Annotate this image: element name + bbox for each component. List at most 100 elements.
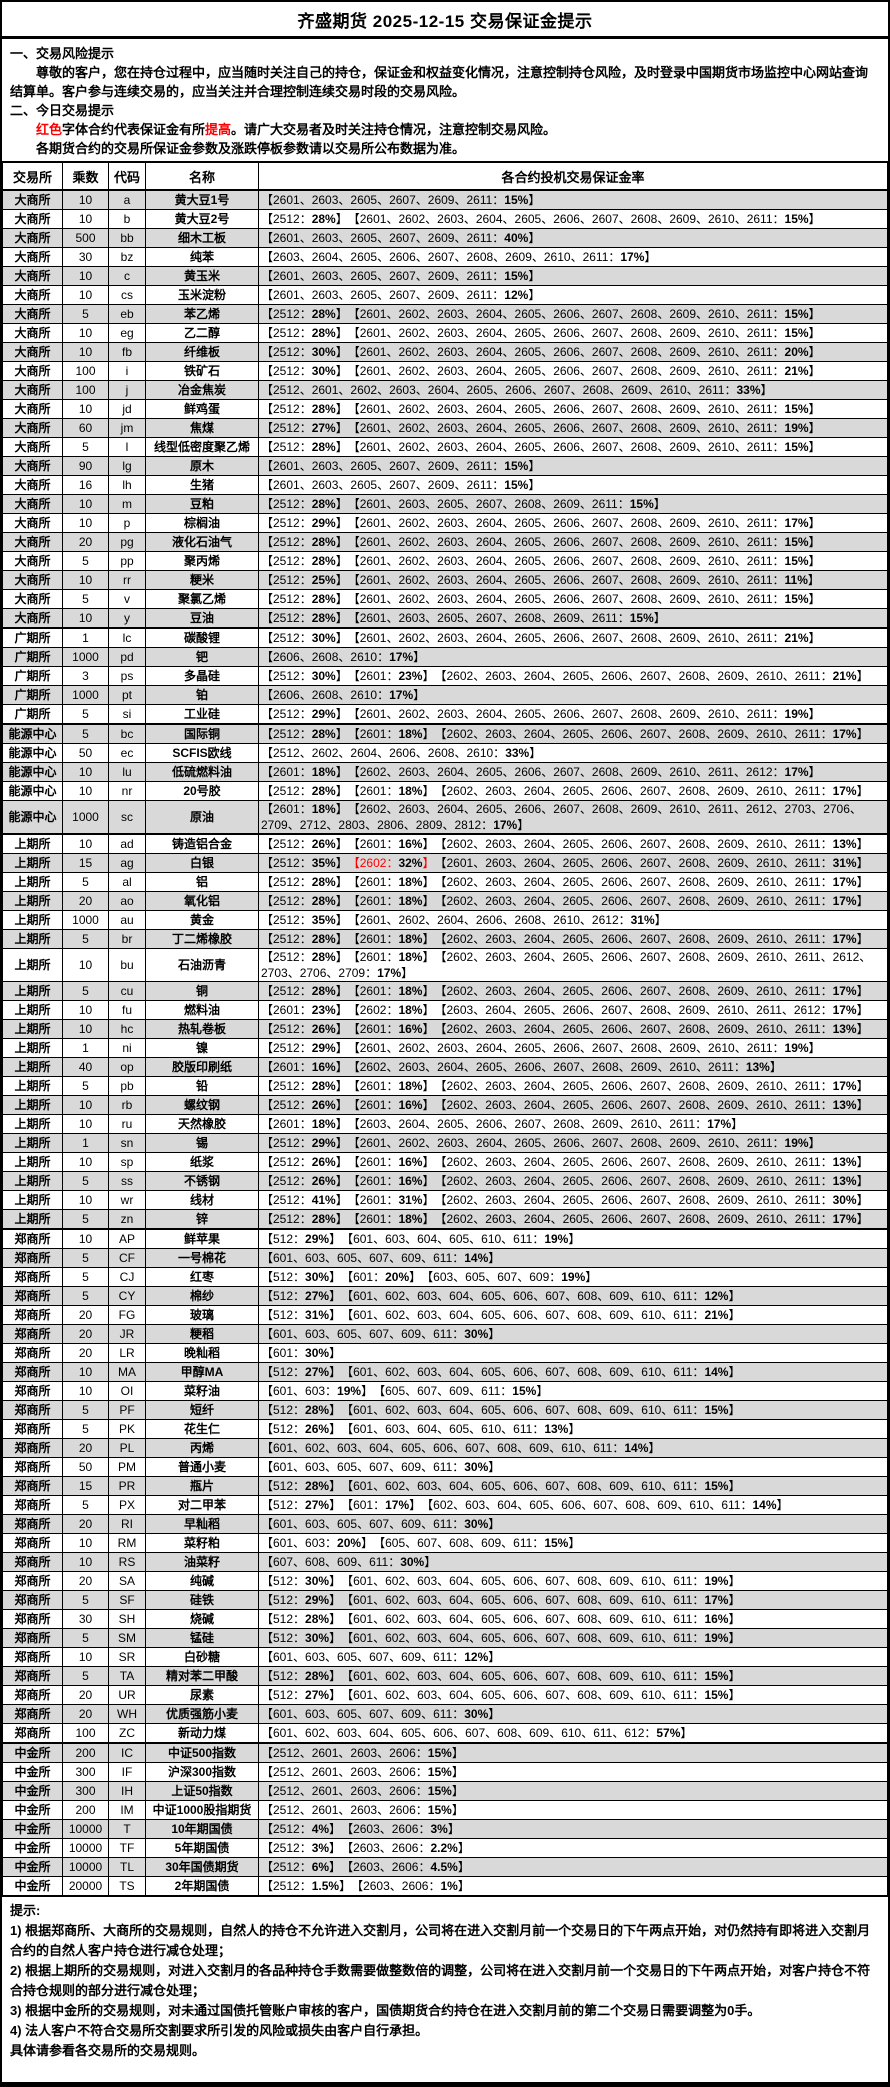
name-cell: 棕榈油 [145, 513, 259, 533]
name-cell: 液化石油气 [145, 532, 259, 552]
multiplier-cell: 100 [62, 1723, 109, 1744]
multiplier-cell: 500 [62, 228, 109, 248]
margin-rate: 28% [311, 1212, 336, 1226]
margin-cell: 【601、603、605、607、609、611：12%】 [258, 1647, 888, 1667]
margin-rate: 30% [464, 1460, 489, 1474]
multiplier-cell: 20 [62, 1514, 109, 1534]
margin-cell: 【512：27%】 【601、602、603、604、605、606、607、60… [258, 1685, 888, 1705]
margin-group: 【2606、2608、2610：17%】 [261, 650, 426, 664]
table-row: 郑商所 10 AP 鲜苹果 【512：29%】 【601、603、604、605、610、… [2, 1228, 888, 1249]
multiplier-cell: 10 [62, 513, 109, 533]
exchange-cell: 大商所 [2, 532, 63, 552]
margin-rate: 28% [311, 592, 336, 606]
margin-rate: 35% [311, 913, 336, 927]
name-cell: 苯乙烯 [145, 304, 259, 324]
margin-rate: 17% [385, 1498, 410, 1512]
name-cell: 聚氯乙烯 [145, 589, 259, 609]
margin-rate: 14% [624, 1441, 649, 1455]
multiplier-cell: 15 [62, 1476, 109, 1496]
margin-group: 【601：30%】 [261, 1346, 342, 1360]
table-row: 中金所 20000 TS 2年期国债 【2512：1.5%】 【2603、2606：1%】 [2, 1876, 888, 1897]
margin-group: 【2512：28%】 [261, 950, 348, 964]
margin-rate: 15% [427, 1746, 452, 1760]
margin-group: 【2601、2603、2605、2607、2609、2611：40%】 [261, 231, 541, 245]
margin-rate: 18% [311, 802, 336, 816]
name-cell: 鲜鸡蛋 [145, 399, 259, 419]
margin-cell: 【2512：28%】 【2601：18%】 【2602、2603、2604、2605… [258, 1076, 888, 1096]
margin-cell: 【512：28%】 【601、602、603、604、605、606、607、60… [258, 1666, 888, 1686]
table-row: 郑商所 5 TA 精对苯二甲酸 【512：28%】 【601、602、603、604、60… [2, 1666, 888, 1686]
margin-cell: 【2601：23%】 【2602：18%】 【2603、2604、2605、2606… [258, 1000, 888, 1020]
code-cell: m [108, 494, 146, 514]
margin-cell: 【2512：30%】 【2601、2602、2603、2604、2605、2606… [258, 342, 888, 362]
margin-group: 【2602：32%】 [353, 856, 435, 870]
margin-rate: 17% [389, 688, 414, 702]
margin-rate: 41% [311, 1193, 336, 1207]
table-row: 上期所 10 sp 纸浆 【2512：26%】 【2601：16%】 【2602、2603、… [2, 1152, 888, 1172]
multiplier-cell: 1000 [62, 800, 109, 835]
table-row: 郑商所 15 PR 瓶片 【512：28%】 【601、602、603、604、605、6… [2, 1476, 888, 1496]
table-row: 郑商所 20 WH 优质强筋小麦 【601、603、605、607、609、611：30… [2, 1704, 888, 1724]
margin-group: 【2512：28%】 [261, 894, 348, 908]
multiplier-cell: 10000 [62, 1819, 109, 1839]
margin-cell: 【512：27%】 【601：17%】 【602、603、604、605、606、6… [258, 1495, 888, 1515]
name-cell: 铝 [145, 872, 259, 892]
table-row: 大商所 100 i 铁矿石 【2512：30%】 【2601、2602、2603、2604… [2, 361, 888, 381]
exchange-cell: 郑商所 [2, 1647, 63, 1667]
table-row: 郑商所 5 PF 短纤 【512：28%】 【601、602、603、604、605、60… [2, 1400, 888, 1420]
multiplier-cell: 5 [62, 551, 109, 571]
name-cell: 玉米淀粉 [145, 285, 259, 305]
exchange-cell: 上期所 [2, 1114, 63, 1134]
exchange-cell: 大商所 [2, 304, 63, 324]
table-row: 郑商所 5 CJ 红枣 【512：30%】 【601：20%】 【603、605、607、6… [2, 1267, 888, 1287]
table-row: 大商所 10 y 豆油 【2512：28%】 【2601、2603、2605、2607、2… [2, 608, 888, 629]
exchange-cell: 郑商所 [2, 1267, 63, 1287]
margin-rate: 28% [311, 784, 336, 798]
exchange-cell: 广期所 [2, 627, 63, 648]
margin-rate: 18% [398, 894, 423, 908]
margin-group: 【2602、2603、2604、2605、2606、2607、2608、2609… [440, 984, 869, 998]
code-cell: sp [108, 1152, 146, 1172]
exchange-cell: 郑商所 [2, 1419, 63, 1439]
table-row: 大商所 100 j 冶金焦炭 【2512、2601、2602、2603、2604、260… [2, 380, 888, 400]
margin-rate: 18% [398, 932, 423, 946]
margin-rate: 30% [832, 1193, 857, 1207]
margin-rate: 16% [311, 1060, 336, 1074]
table-row: 郑商所 10 RM 菜籽粕 【601、603：20%】 【605、607、608、609、… [2, 1533, 888, 1553]
code-cell: zn [108, 1209, 146, 1230]
exchange-cell: 上期所 [2, 1095, 63, 1115]
code-cell: SR [108, 1647, 146, 1667]
table-row: 上期所 10 ru 天然橡胶 【2601：18%】 【2603、2604、2605、260… [2, 1114, 888, 1134]
margin-rate: 27% [305, 1289, 330, 1303]
margin-cell: 【512：30%】 【601、602、603、604、605、606、607、60… [258, 1571, 888, 1591]
multiplier-cell: 5 [62, 1400, 109, 1420]
margin-rate: 19% [561, 1270, 586, 1284]
multiplier-cell: 60 [62, 418, 109, 438]
margin-rate: 17% [784, 765, 809, 779]
margin-group: 【607、608、609、611：30%】 [261, 1555, 437, 1569]
table-row: 中金所 200 IC 中证500指数 【2512、2601、2603、2606：15%】 [2, 1742, 888, 1763]
margin-cell: 【2601、2603、2605、2607、2609、2611：12%】 [258, 285, 888, 305]
margin-rate: 28% [311, 535, 336, 549]
multiplier-cell: 5 [62, 723, 109, 744]
margin-group: 【605、607、609、611：15%】 [379, 1384, 549, 1398]
margin-rate: 15% [629, 611, 654, 625]
notes-heading: 提示: [10, 1903, 41, 1918]
name-cell: 锡 [145, 1133, 259, 1153]
exchange-cell: 中金所 [2, 1819, 63, 1839]
margin-cell: 【601、603、605、607、609、611：30%】 [258, 1324, 888, 1344]
table-row: 大商所 60 jm 焦煤 【2512：27%】 【2601、2602、2603、2604、… [2, 418, 888, 438]
margin-rate: 30% [311, 345, 336, 359]
margin-cell: 【2512：30%】 【2601：23%】 【2602、2603、2604、2605… [258, 666, 888, 686]
margin-group: 【2512：28%】 [261, 402, 348, 416]
code-cell: IF [108, 1762, 146, 1782]
margin-rate: 3% [311, 1841, 330, 1855]
margin-rate: 17% [377, 966, 402, 980]
margin-group: 【2601：16%】 [353, 1098, 435, 1112]
margin-rate: 14% [464, 1251, 489, 1265]
code-cell: T [108, 1819, 146, 1839]
margin-group: 【2601、2603、2605、2607、2609、2611：15%】 [261, 193, 541, 207]
margin-group: 【2602、2603、2604、2605、2606、2607、2608、2609… [440, 1155, 869, 1169]
margin-group: 【2512、2601、2603、2606：15%】 [261, 1784, 464, 1798]
table-row: 郑商所 20 RI 早籼稻 【601、603、605、607、609、611：30%】 [2, 1514, 888, 1534]
